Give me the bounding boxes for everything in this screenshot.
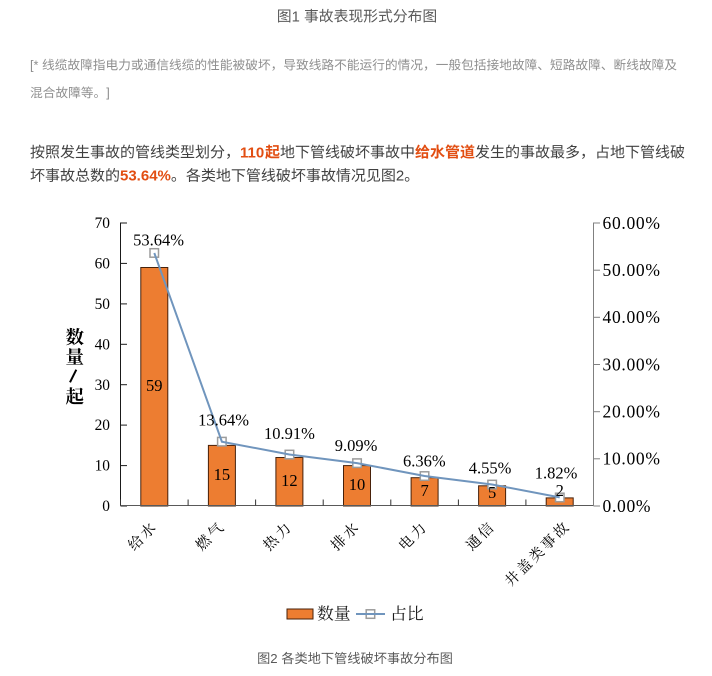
svg-text:10.00%: 10.00% xyxy=(603,449,661,469)
svg-text:10.91%: 10.91% xyxy=(264,424,315,443)
svg-text:9.09%: 9.09% xyxy=(335,436,378,455)
svg-text:60.00%: 60.00% xyxy=(603,213,661,233)
svg-text:2: 2 xyxy=(396,168,404,185)
svg-text:1.82%: 1.82% xyxy=(535,463,578,482)
svg-text:10: 10 xyxy=(349,475,366,494)
svg-text:2: 2 xyxy=(270,651,277,666)
svg-text:5: 5 xyxy=(488,483,496,502)
svg-text:59: 59 xyxy=(146,376,163,395)
svg-text:20.00%: 20.00% xyxy=(603,402,661,422)
svg-text:4.55%: 4.55% xyxy=(469,459,512,478)
svg-text:7: 7 xyxy=(420,481,428,500)
svg-text:0: 0 xyxy=(102,498,110,515)
svg-text:12: 12 xyxy=(281,471,298,490)
svg-text:0.00%: 0.00% xyxy=(603,496,652,516)
svg-text:40.00%: 40.00% xyxy=(603,307,661,327)
svg-text:50.00%: 50.00% xyxy=(603,260,661,280)
svg-text:1: 1 xyxy=(292,9,300,25)
svg-text:30: 30 xyxy=(95,377,111,394)
svg-text:53.64%: 53.64% xyxy=(120,168,171,185)
svg-text:40: 40 xyxy=(95,336,111,353)
svg-text:110: 110 xyxy=(240,144,264,161)
svg-text:13.64%: 13.64% xyxy=(198,411,249,430)
svg-text:30.00%: 30.00% xyxy=(603,354,661,374)
svg-text:20: 20 xyxy=(95,417,111,434)
svg-text:50: 50 xyxy=(95,296,111,313)
svg-text:2: 2 xyxy=(556,481,564,500)
svg-text:70: 70 xyxy=(95,215,111,232)
svg-text:53.64%: 53.64% xyxy=(133,231,184,250)
svg-text:10: 10 xyxy=(95,458,111,475)
svg-text:60: 60 xyxy=(95,256,111,273)
svg-text:[*: [* xyxy=(30,58,39,72)
svg-text:]: ] xyxy=(106,86,110,100)
svg-text:6.36%: 6.36% xyxy=(403,452,446,471)
svg-text:15: 15 xyxy=(214,465,231,484)
